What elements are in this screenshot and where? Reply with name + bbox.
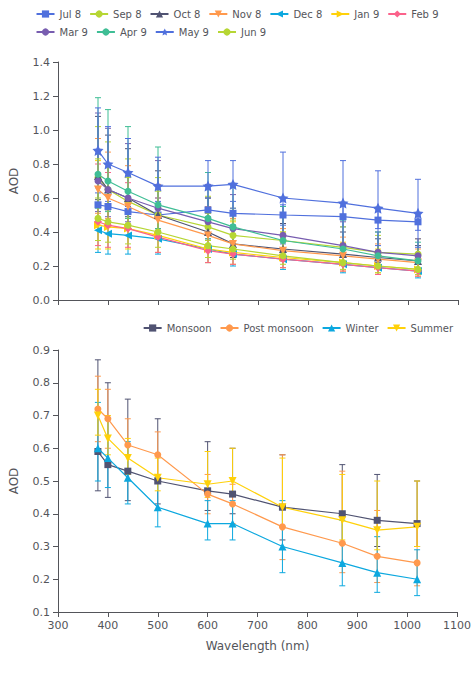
svg-text:400: 400 bbox=[97, 619, 118, 632]
svg-text:0.6: 0.6 bbox=[33, 442, 51, 455]
svg-text:1000: 1000 bbox=[393, 619, 421, 632]
svg-text:1.4: 1.4 bbox=[33, 56, 51, 69]
svg-text:0.8: 0.8 bbox=[33, 158, 51, 171]
svg-text:800: 800 bbox=[297, 619, 318, 632]
svg-text:Jan 9: Jan 9 bbox=[353, 9, 379, 20]
svg-text:Post monsoon: Post monsoon bbox=[244, 323, 314, 334]
svg-text:Sep 8: Sep 8 bbox=[113, 9, 141, 20]
svg-text:0.9: 0.9 bbox=[33, 344, 51, 357]
svg-text:Winter: Winter bbox=[346, 323, 380, 334]
svg-text:600: 600 bbox=[197, 619, 218, 632]
svg-text:0.4: 0.4 bbox=[33, 226, 51, 239]
svg-text:1.0: 1.0 bbox=[33, 124, 51, 137]
svg-text:0.7: 0.7 bbox=[33, 409, 51, 422]
svg-text:AOD: AOD bbox=[7, 168, 21, 195]
svg-text:Feb 9: Feb 9 bbox=[411, 9, 438, 20]
svg-text:Apr 9: Apr 9 bbox=[120, 27, 147, 38]
svg-text:Nov 8: Nov 8 bbox=[232, 9, 261, 20]
svg-text:1.2: 1.2 bbox=[33, 90, 51, 103]
svg-text:Monsoon: Monsoon bbox=[167, 323, 212, 334]
svg-text:AOD: AOD bbox=[7, 468, 21, 495]
svg-text:0.2: 0.2 bbox=[33, 260, 51, 273]
svg-text:0.3: 0.3 bbox=[33, 540, 51, 553]
svg-text:Jul 8: Jul 8 bbox=[59, 9, 82, 20]
svg-text:0.5: 0.5 bbox=[33, 475, 51, 488]
svg-text:May 9: May 9 bbox=[179, 27, 209, 38]
svg-text:0.8: 0.8 bbox=[33, 376, 51, 389]
svg-text:1100: 1100 bbox=[443, 619, 471, 632]
svg-text:Dec 8: Dec 8 bbox=[293, 9, 322, 20]
svg-text:Summer: Summer bbox=[411, 323, 454, 334]
svg-text:Wavelength (nm): Wavelength (nm) bbox=[206, 639, 310, 653]
svg-text:0.6: 0.6 bbox=[33, 192, 51, 205]
svg-text:900: 900 bbox=[347, 619, 368, 632]
svg-text:0.0: 0.0 bbox=[33, 294, 51, 307]
svg-text:700: 700 bbox=[247, 619, 268, 632]
svg-text:0.1: 0.1 bbox=[33, 606, 51, 619]
svg-text:0.4: 0.4 bbox=[33, 507, 51, 520]
svg-text:0.2: 0.2 bbox=[33, 573, 51, 586]
svg-text:Oct 8: Oct 8 bbox=[174, 9, 201, 20]
svg-text:500: 500 bbox=[147, 619, 168, 632]
svg-text:Jun 9: Jun 9 bbox=[240, 27, 266, 38]
svg-text:300: 300 bbox=[48, 619, 69, 632]
svg-text:Mar 9: Mar 9 bbox=[60, 27, 88, 38]
